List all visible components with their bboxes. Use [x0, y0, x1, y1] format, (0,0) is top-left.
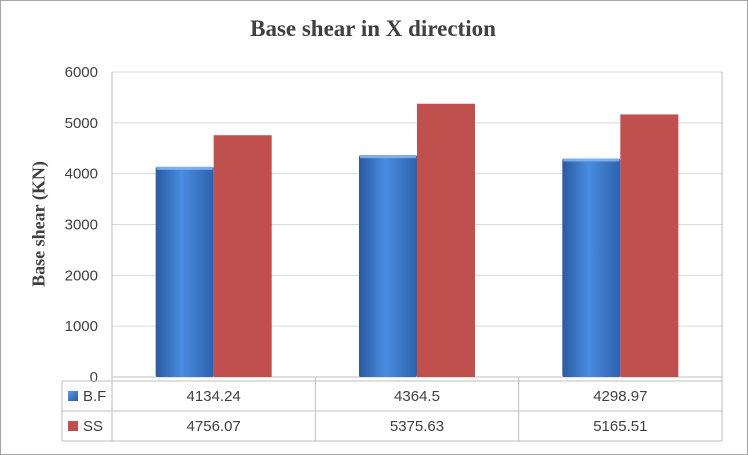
data-label-SS: 4756.07 — [187, 418, 241, 435]
legend-key-B.F — [68, 391, 78, 401]
data-label-SS: 5375.63 — [390, 418, 444, 435]
data-label-B.F: 4134.24 — [187, 388, 241, 405]
y-tick-label: 1000 — [65, 318, 98, 335]
y-tick-label: 3000 — [65, 217, 98, 234]
legend-label-SS: SS — [83, 418, 103, 435]
bar-B.F — [155, 166, 214, 377]
chart-title: Base shear in X direction — [250, 16, 496, 41]
bar-SS — [417, 103, 475, 378]
y-tick-label: 6000 — [65, 64, 98, 81]
legend-label-B.F: B.F — [83, 388, 106, 405]
data-label-B.F: 4364.5 — [394, 388, 440, 405]
bar-SS — [213, 135, 272, 377]
y-tick-label: 2000 — [65, 267, 98, 284]
y-tick-label: 5000 — [65, 115, 98, 132]
y-tick-label: 0 — [90, 369, 98, 386]
data-label-B.F: 4298.97 — [593, 388, 647, 405]
data-label-SS: 5165.51 — [593, 418, 647, 435]
bar-highlight — [360, 155, 416, 159]
bar-SS — [620, 114, 679, 377]
y-tick-label: 4000 — [65, 166, 98, 183]
legend-key-SS — [68, 421, 78, 431]
bar-highlight — [563, 158, 620, 162]
bar-highlight — [156, 166, 213, 170]
bar-B.F — [359, 155, 417, 377]
bar-B.F — [562, 158, 621, 377]
